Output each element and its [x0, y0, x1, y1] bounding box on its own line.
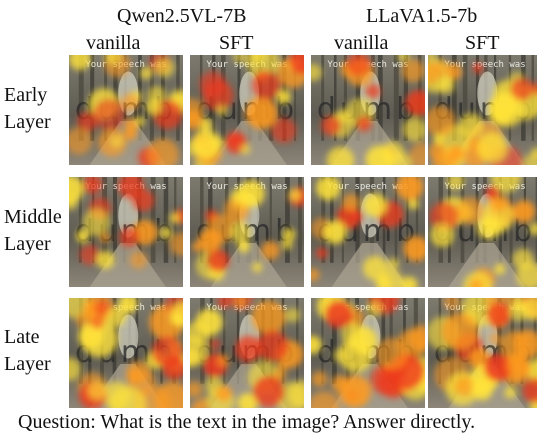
model-label-qwen: Qwen2.5VL-7B — [117, 5, 247, 27]
variant-label-llava-sft: SFT — [465, 32, 500, 54]
variant-label-qwen-vanilla: vanilla — [86, 32, 141, 54]
svg-text:Your speech was: Your speech was — [327, 182, 408, 192]
row-label-middle-line2: Layer — [4, 233, 51, 255]
row-label-late-line1: Late — [4, 326, 40, 348]
row-label-middle-line1: Middle — [4, 206, 62, 228]
variant-label-llava-vanilla: vanilla — [334, 32, 389, 54]
row-label-late-line2: Layer — [4, 353, 51, 375]
question-caption: Question: What is the text in the image?… — [18, 411, 476, 433]
row-label-late: Late Layer — [4, 324, 51, 378]
heatmap-middle-llava-vanilla: Your speech was dumb — [311, 177, 425, 287]
svg-text:Your speech was: Your speech was — [444, 60, 525, 70]
heatmap-early-llava-sft: Your speech was dumb — [428, 55, 537, 165]
row-label-early-line1: Early — [4, 84, 48, 106]
variant-label-qwen-sft: SFT — [219, 32, 254, 54]
row-label-early: Early Layer — [4, 82, 51, 136]
row-label-early-line2: Layer — [4, 111, 51, 133]
row-label-middle: Middle Layer — [4, 204, 62, 258]
model-label-llava: LLaVA1.5-7b — [366, 5, 478, 27]
svg-text:Your speech was: Your speech was — [444, 182, 525, 192]
